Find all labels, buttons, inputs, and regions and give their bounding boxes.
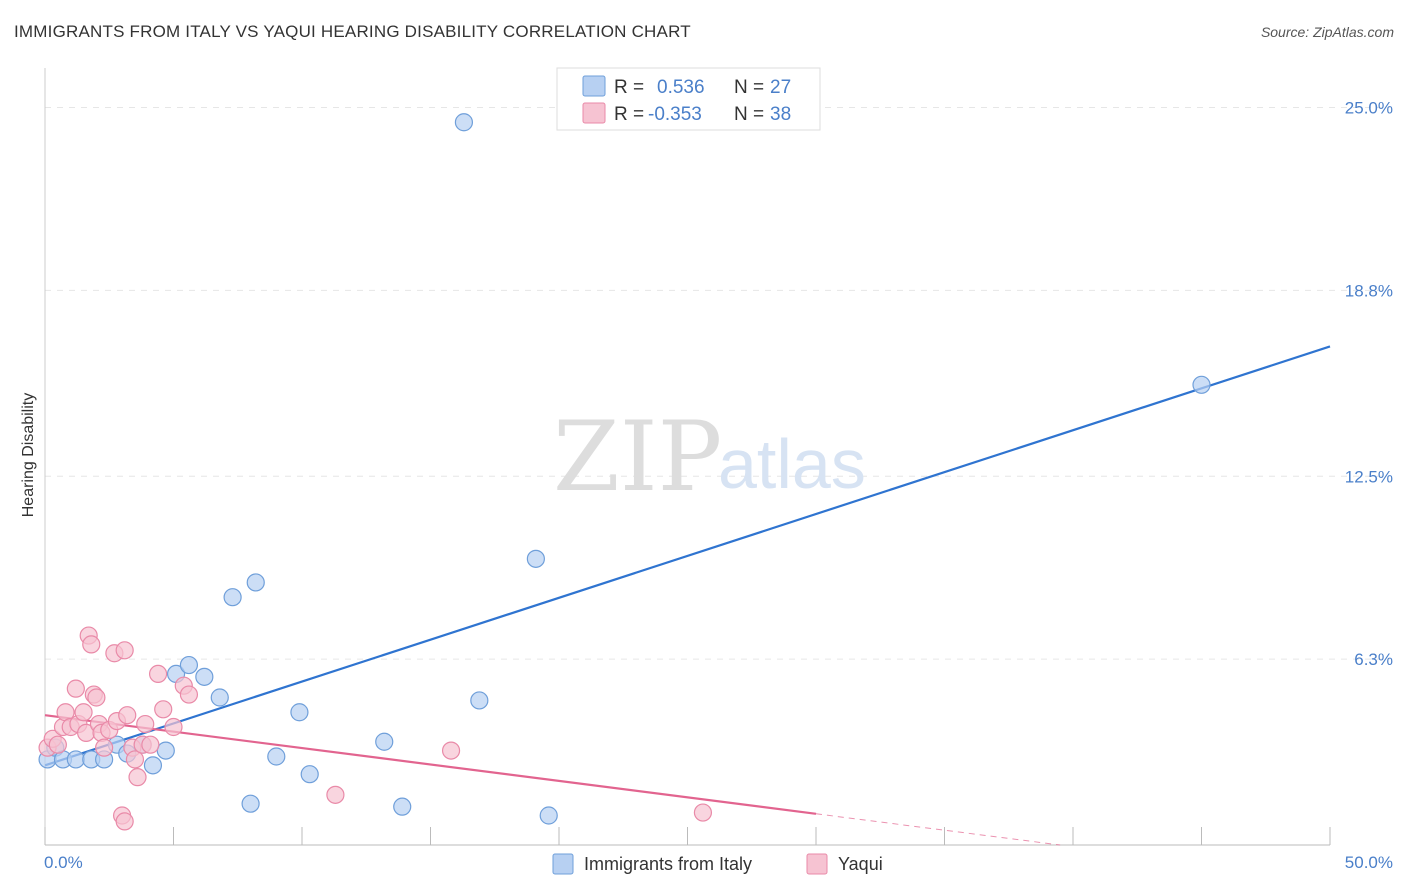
bottom-legend-swatch-italy [552,853,574,875]
yaqui-point [125,750,145,769]
bottom-legend-label-yaqui: Yaqui [838,854,883,874]
yaqui-point [136,714,155,734]
yaqui-point [441,741,461,760]
italy-point [223,588,242,607]
watermark: ZIP atlas [553,401,866,513]
legend-box: R = 0.536 N = 27 R = -0.353 N = 38 [556,67,821,131]
bottom-legend-label-italy: Immigrants from Italy [584,854,752,874]
x-tick-label: 50.0% [1345,853,1393,872]
legend-n-value: 27 [770,77,791,98]
y-tick-label: 12.5% [1345,467,1393,486]
legend-r-value: 0.536 [657,77,705,98]
italy-point [156,741,175,760]
yaqui-trend-line-extension [815,813,1061,846]
bottom-legend: Immigrants from Italy Yaqui [552,853,883,875]
yaqui-point [148,664,168,684]
yaqui-point [128,768,147,787]
y-tick-labels: 6.3% 12.5% 18.8% 25.0% [1345,99,1393,670]
italy-point [66,750,85,769]
yaqui-point [118,706,137,725]
yaqui-point [164,717,183,737]
yaqui-point [95,738,114,757]
italy-point [470,691,489,710]
y-axis-label: Hearing Disability [20,393,37,518]
x-tick-labels: 0.0% 50.0% [44,853,1393,872]
watermark-atlas: atlas [718,425,866,503]
yaqui-point [326,785,345,804]
italy-point [179,655,199,675]
legend-n-label: N = [734,104,764,125]
italy-point [1192,375,1211,394]
italy-point [454,113,474,132]
italy-point [267,747,286,766]
yaqui-point [141,735,160,754]
italy-point [393,797,412,816]
italy-point [241,794,260,813]
italy-point [300,765,319,784]
legend-n-label: N = [734,77,764,98]
italy-point [290,703,309,722]
grid-lines [45,107,1390,660]
legend-n-value: 38 [770,104,791,125]
italy-point [526,549,545,568]
y-tick-label: 18.8% [1345,281,1393,300]
yaqui-point [154,700,173,719]
y-tick-label: 6.3% [1354,650,1393,669]
chart-title: IMMIGRANTS FROM ITALY VS YAQUI HEARING D… [14,22,691,41]
yaqui-point [82,635,101,654]
yaqui-point [179,685,199,704]
legend-r-label: R = [614,77,644,98]
yaqui-point [48,735,67,754]
y-tick-label: 25.0% [1345,99,1393,118]
italy-point [246,573,265,592]
yaqui-point [115,812,134,831]
yaqui-point [115,641,134,660]
legend-r-value: -0.353 [648,104,702,125]
italy-point [375,732,394,751]
x-tick-label: 0.0% [44,853,83,872]
data-points [38,113,1211,831]
yaqui-point [74,703,93,722]
yaqui-point [87,688,106,707]
legend-r-label: R = [614,104,644,125]
italy-point [210,688,229,707]
italy-point [195,667,214,686]
source-label: Source: ZipAtlas.com [1260,24,1394,40]
italy-point [539,806,558,825]
yaqui-point [66,679,85,698]
yaqui-point [693,803,713,822]
legend-swatch-yaqui [582,102,606,124]
italy-trend-line [44,345,1331,767]
bottom-legend-swatch-yaqui [806,853,828,875]
watermark-zip: ZIP [553,401,722,513]
legend-swatch-italy [582,75,606,97]
italy-point [143,756,163,775]
